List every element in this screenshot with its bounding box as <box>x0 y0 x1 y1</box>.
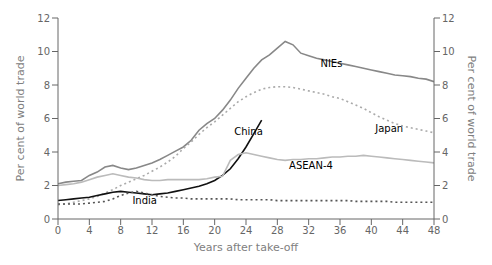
svg-text:28: 28 <box>271 225 284 236</box>
svg-text:China: China <box>234 126 263 137</box>
svg-text:16: 16 <box>177 225 190 236</box>
svg-text:8: 8 <box>442 80 448 91</box>
svg-text:2: 2 <box>44 180 50 191</box>
svg-text:12: 12 <box>146 225 159 236</box>
svg-text:12: 12 <box>442 13 455 24</box>
svg-text:0: 0 <box>55 225 61 236</box>
svg-text:6: 6 <box>44 113 50 124</box>
svg-text:8: 8 <box>117 225 123 236</box>
svg-text:44: 44 <box>396 225 409 236</box>
svg-text:Japan: Japan <box>374 123 403 134</box>
svg-text:2: 2 <box>442 180 448 191</box>
svg-text:Years after take-off: Years after take-off <box>193 241 299 254</box>
svg-text:10: 10 <box>37 46 50 57</box>
svg-text:12: 12 <box>37 13 50 24</box>
svg-text:0: 0 <box>442 214 448 225</box>
svg-text:Per cent of world trade: Per cent of world trade <box>14 55 27 181</box>
svg-text:4: 4 <box>442 147 448 158</box>
svg-text:India: India <box>132 195 157 206</box>
svg-text:4: 4 <box>86 225 92 236</box>
svg-text:0: 0 <box>44 214 50 225</box>
svg-text:36: 36 <box>334 225 347 236</box>
svg-text:ASEAN-4: ASEAN-4 <box>289 160 333 171</box>
svg-text:10: 10 <box>442 46 455 57</box>
svg-text:20: 20 <box>208 225 221 236</box>
svg-text:32: 32 <box>302 225 315 236</box>
svg-text:40: 40 <box>365 225 378 236</box>
svg-text:6: 6 <box>442 113 448 124</box>
svg-text:NIEs: NIEs <box>320 58 342 69</box>
svg-text:4: 4 <box>44 147 50 158</box>
svg-text:8: 8 <box>44 80 50 91</box>
svg-text:48: 48 <box>428 225 441 236</box>
svg-text:24: 24 <box>240 225 253 236</box>
svg-text:Per cent of world trade: Per cent of world trade <box>465 56 478 182</box>
